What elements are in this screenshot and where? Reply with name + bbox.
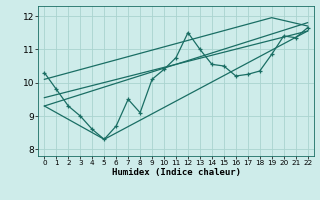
X-axis label: Humidex (Indice chaleur): Humidex (Indice chaleur) bbox=[111, 168, 241, 177]
